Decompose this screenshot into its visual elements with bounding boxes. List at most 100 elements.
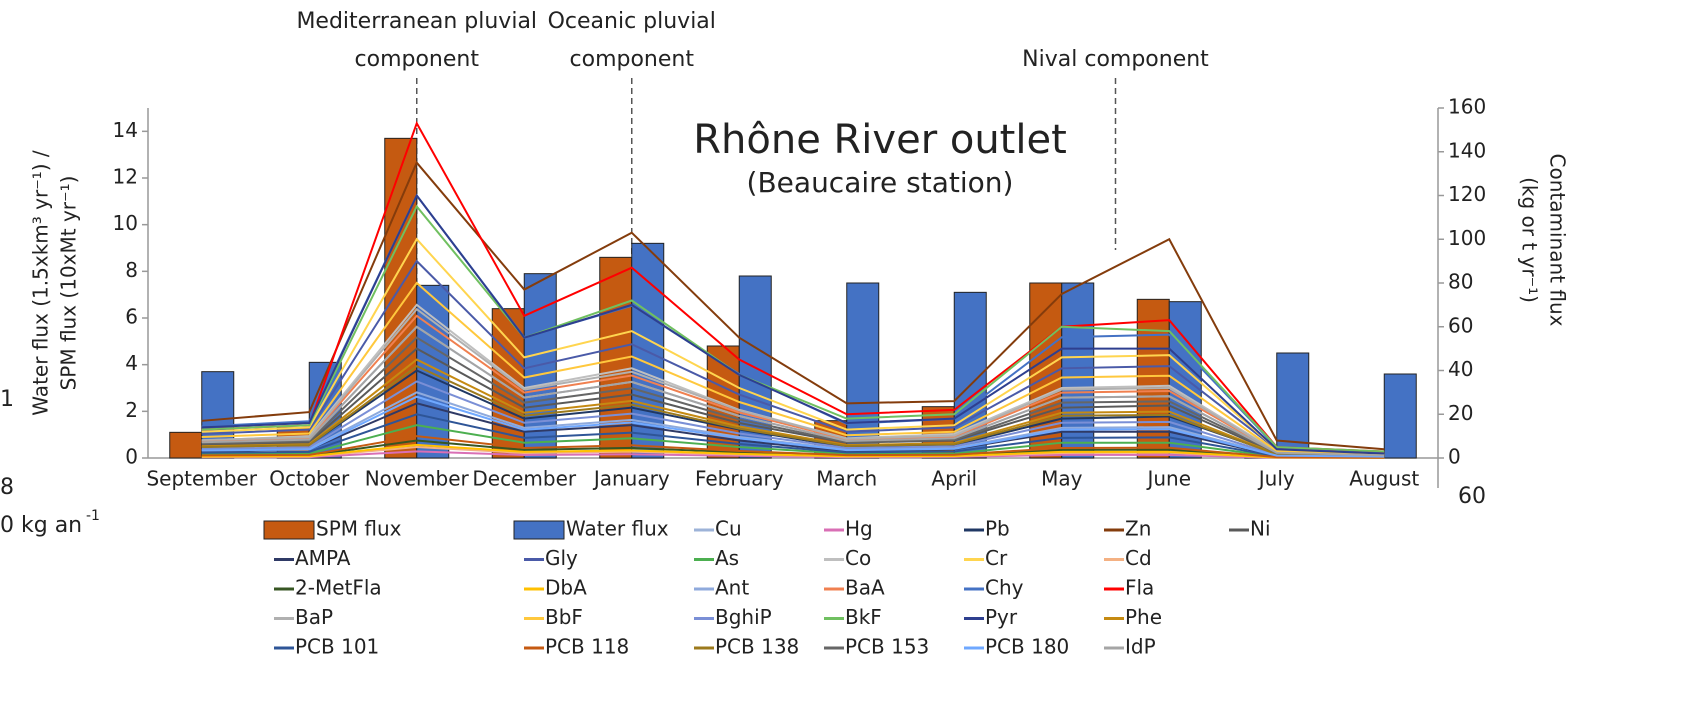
legend-label: BaA [845, 576, 885, 600]
y-tick-label: 0 [125, 445, 138, 469]
bar [169, 431, 203, 459]
annotation: component [570, 47, 695, 72]
line [201, 402, 1385, 458]
legend-label: DbA [545, 576, 587, 600]
legend-label: PCB 101 [295, 635, 379, 659]
line [201, 424, 1385, 459]
fragment: -1 [86, 508, 100, 524]
fragment: 60 [1458, 484, 1486, 509]
legend-label: Zn [1125, 517, 1151, 541]
legend-swatch [263, 520, 315, 540]
annotation: Mediterranean pluvial [296, 9, 537, 34]
legend-label: As [715, 546, 739, 570]
legend-label: Cu [715, 517, 742, 541]
line [201, 364, 1385, 458]
x-tick-label: February [695, 467, 784, 491]
y2-tick-label: 120 [1448, 182, 1486, 206]
y2-axis-label: (kg or t yr⁻¹) [1518, 177, 1542, 303]
fragment: 8 [0, 475, 14, 500]
y-axis-label: SPM flux (10xMt yr⁻¹) [57, 176, 81, 391]
y2-tick-label: 100 [1448, 226, 1486, 250]
legend-label: PCB 138 [715, 635, 799, 659]
legend-label: Cd [1125, 546, 1152, 570]
legend-label: Cr [985, 546, 1008, 570]
x-tick-label: May [1041, 467, 1083, 491]
legend-label: BaP [295, 605, 333, 629]
x-tick-label: October [269, 467, 350, 491]
line [201, 358, 1385, 458]
legend-label: Hg [845, 517, 873, 541]
legend-label: IdP [1125, 635, 1156, 659]
legend-label: AMPA [295, 546, 351, 570]
x-tick-label: March [816, 467, 877, 491]
line [201, 314, 1385, 457]
y-tick-label: 6 [125, 305, 138, 329]
y-tick-label: 2 [125, 398, 138, 422]
line [201, 413, 1385, 459]
y2-tick-label: 0 [1448, 445, 1461, 469]
x-tick-label: April [931, 467, 977, 491]
line [201, 435, 1385, 459]
line [201, 336, 1385, 457]
y-tick-label: 8 [125, 258, 138, 282]
legend-label: Pb [985, 517, 1010, 541]
line [201, 237, 1385, 455]
legend-label: Pyr [985, 605, 1018, 629]
y-tick-label: 14 [113, 118, 138, 142]
legend-label: Phe [1125, 605, 1162, 629]
fragment: 1 [0, 387, 14, 412]
annotation: Nival component [1022, 47, 1209, 72]
line [201, 193, 1385, 455]
y2-tick-label: 60 [1448, 313, 1473, 337]
annotation: Oceanic pluvial [548, 9, 716, 34]
line [201, 204, 1385, 453]
legend-swatch [513, 520, 565, 540]
chart-subtitle: (Beaucaire station) [747, 166, 1014, 199]
legend-label: PCB 118 [545, 635, 629, 659]
legend-label: 2-MetFla [295, 576, 382, 600]
line [201, 325, 1385, 457]
y2-tick-label: 140 [1448, 138, 1486, 162]
legend-label: Water flux [566, 517, 669, 541]
x-tick-label: July [1257, 467, 1295, 491]
y-tick-label: 12 [113, 165, 138, 189]
y-tick-label: 4 [125, 351, 138, 375]
legend-label: BghiP [715, 605, 772, 629]
x-tick-label: June [1145, 467, 1191, 491]
line [201, 259, 1385, 455]
y2-tick-label: 80 [1448, 270, 1473, 294]
legend-label: SPM flux [316, 517, 402, 541]
annotation: component [355, 47, 480, 72]
y-axis-label: Water flux (1.5xkm³ yr⁻¹) / [29, 150, 53, 416]
line [201, 281, 1385, 456]
legend-label: PCB 180 [985, 635, 1069, 659]
x-tick-label: September [146, 467, 257, 491]
line [201, 395, 1385, 458]
y-tick-label: 10 [113, 211, 138, 235]
line [201, 347, 1385, 457]
line [201, 443, 1385, 459]
legend-label: PCB 153 [845, 635, 929, 659]
y2-tick-label: 40 [1448, 357, 1473, 381]
y2-tick-label: 160 [1448, 95, 1486, 119]
legend-label: Ant [715, 576, 749, 600]
legend-label: Ni [1250, 517, 1271, 541]
y2-axis-label: Contaminant flux [1546, 154, 1570, 327]
line [201, 120, 1385, 453]
x-tick-label: January [592, 467, 670, 491]
x-tick-label: November [365, 467, 470, 491]
legend-label: Co [845, 546, 871, 570]
bar [1383, 373, 1417, 459]
fragment: 0 kg an [0, 513, 82, 538]
x-tick-label: August [1349, 467, 1419, 491]
legend-label: Gly [545, 546, 578, 570]
bar [1136, 298, 1170, 459]
line [201, 307, 1385, 456]
legend-label: BbF [545, 605, 583, 629]
x-tick-label: December [472, 467, 576, 491]
chart-title: Rhône River outlet [693, 117, 1067, 163]
legend-label: Fla [1125, 576, 1154, 600]
legend-label: BkF [845, 605, 882, 629]
line [201, 160, 1385, 451]
